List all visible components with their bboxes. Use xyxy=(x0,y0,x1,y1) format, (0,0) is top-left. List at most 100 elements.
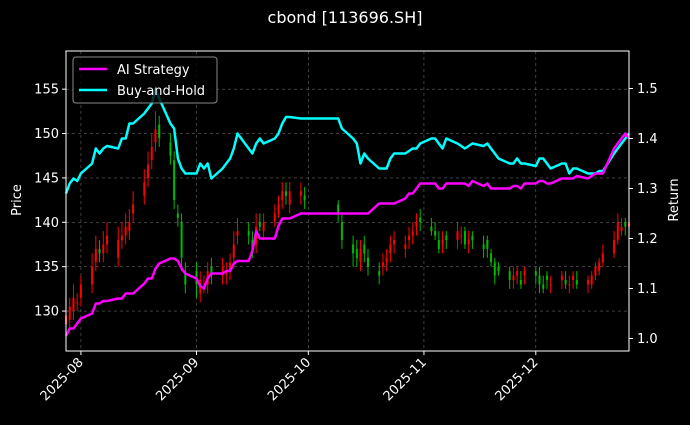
candle-body xyxy=(434,231,437,236)
candle xyxy=(150,133,153,170)
candle xyxy=(434,222,437,241)
y-tick-label: 145 xyxy=(34,171,59,186)
candle xyxy=(523,266,526,285)
candle-body xyxy=(482,244,485,249)
candle-body xyxy=(572,275,575,280)
y-tick-label: 140 xyxy=(34,216,59,231)
candle xyxy=(460,226,463,245)
candle xyxy=(221,257,224,285)
candle-body xyxy=(173,160,176,201)
candle-body xyxy=(467,240,470,245)
candle-body xyxy=(337,204,340,214)
candle-body xyxy=(624,222,627,227)
candle-body xyxy=(613,240,616,254)
candle-body xyxy=(437,240,440,249)
candle-body xyxy=(158,124,161,138)
candle xyxy=(572,271,575,289)
candle-body xyxy=(210,266,213,276)
candle-body xyxy=(106,235,109,245)
y-tick-label: 155 xyxy=(34,83,59,98)
candle xyxy=(486,235,489,258)
plot-frame xyxy=(65,50,630,352)
candle-body xyxy=(419,217,422,223)
candle xyxy=(404,235,407,258)
y2-tick-label: 1.1 xyxy=(637,282,658,297)
candle-body xyxy=(415,222,418,227)
candle-body xyxy=(236,231,239,236)
candle-body xyxy=(564,279,567,285)
candle-body xyxy=(303,195,306,201)
candle-body xyxy=(94,248,97,263)
candle xyxy=(393,231,396,254)
y2-tick-label: 1.5 xyxy=(637,82,658,97)
candle-body xyxy=(340,222,343,241)
candle-body xyxy=(352,244,355,254)
candle xyxy=(430,217,433,236)
candle-body xyxy=(471,235,474,241)
candle xyxy=(128,208,131,241)
candle xyxy=(568,275,571,294)
candle-body xyxy=(408,235,411,241)
candle-body xyxy=(404,244,407,249)
candle-body xyxy=(72,297,75,312)
candle-body xyxy=(616,222,619,241)
candle-body xyxy=(538,275,541,285)
candle-body xyxy=(389,244,392,254)
candle xyxy=(288,182,291,214)
candle xyxy=(284,182,287,205)
candle xyxy=(98,240,101,263)
candle xyxy=(560,271,563,289)
candle xyxy=(102,231,105,263)
candle-body xyxy=(247,231,250,236)
candle-body xyxy=(411,231,414,236)
candle-body xyxy=(102,244,105,254)
candle-body xyxy=(508,271,511,280)
candle-body xyxy=(232,244,235,258)
candle xyxy=(273,204,276,227)
candle xyxy=(419,208,422,232)
candle xyxy=(497,262,500,276)
candle xyxy=(467,231,470,254)
candle-body xyxy=(169,142,172,156)
candle xyxy=(616,213,619,245)
candle-body xyxy=(560,275,563,280)
candle xyxy=(598,257,601,276)
candle xyxy=(463,226,466,249)
y2-tick-label: 1.4 xyxy=(637,132,658,147)
legend-label-buy-and-hold: Buy-and-Hold xyxy=(117,84,205,99)
candle-body xyxy=(463,231,466,245)
candle xyxy=(389,235,392,263)
candle-body xyxy=(549,284,552,286)
candle xyxy=(173,151,176,209)
candle-body xyxy=(363,244,366,254)
candle xyxy=(575,271,578,289)
candle xyxy=(340,213,343,249)
y2-tick-label: 1.3 xyxy=(637,182,658,197)
candle xyxy=(471,231,474,249)
candle-body xyxy=(519,279,522,285)
candle-body xyxy=(202,284,205,286)
candle-body xyxy=(91,266,94,285)
candle-body xyxy=(594,266,597,276)
y-tick-label: 130 xyxy=(34,305,59,320)
candle-body xyxy=(512,275,515,280)
candle-body xyxy=(128,222,131,232)
candle-body xyxy=(359,248,362,263)
candle-body xyxy=(180,222,183,258)
candle xyxy=(594,262,597,280)
candle xyxy=(355,240,358,267)
candle-body xyxy=(229,262,232,272)
candle-body xyxy=(147,164,150,178)
candle-body xyxy=(486,240,489,249)
candle-body xyxy=(150,146,153,161)
candle xyxy=(490,248,493,267)
chart-title: cbond [113696.SH] xyxy=(268,8,423,27)
candle-body xyxy=(262,222,265,232)
candle xyxy=(512,266,515,289)
candle xyxy=(381,253,384,276)
candle-body xyxy=(534,271,537,276)
candle xyxy=(154,111,157,152)
candle-body xyxy=(277,204,280,214)
candle xyxy=(210,257,213,285)
